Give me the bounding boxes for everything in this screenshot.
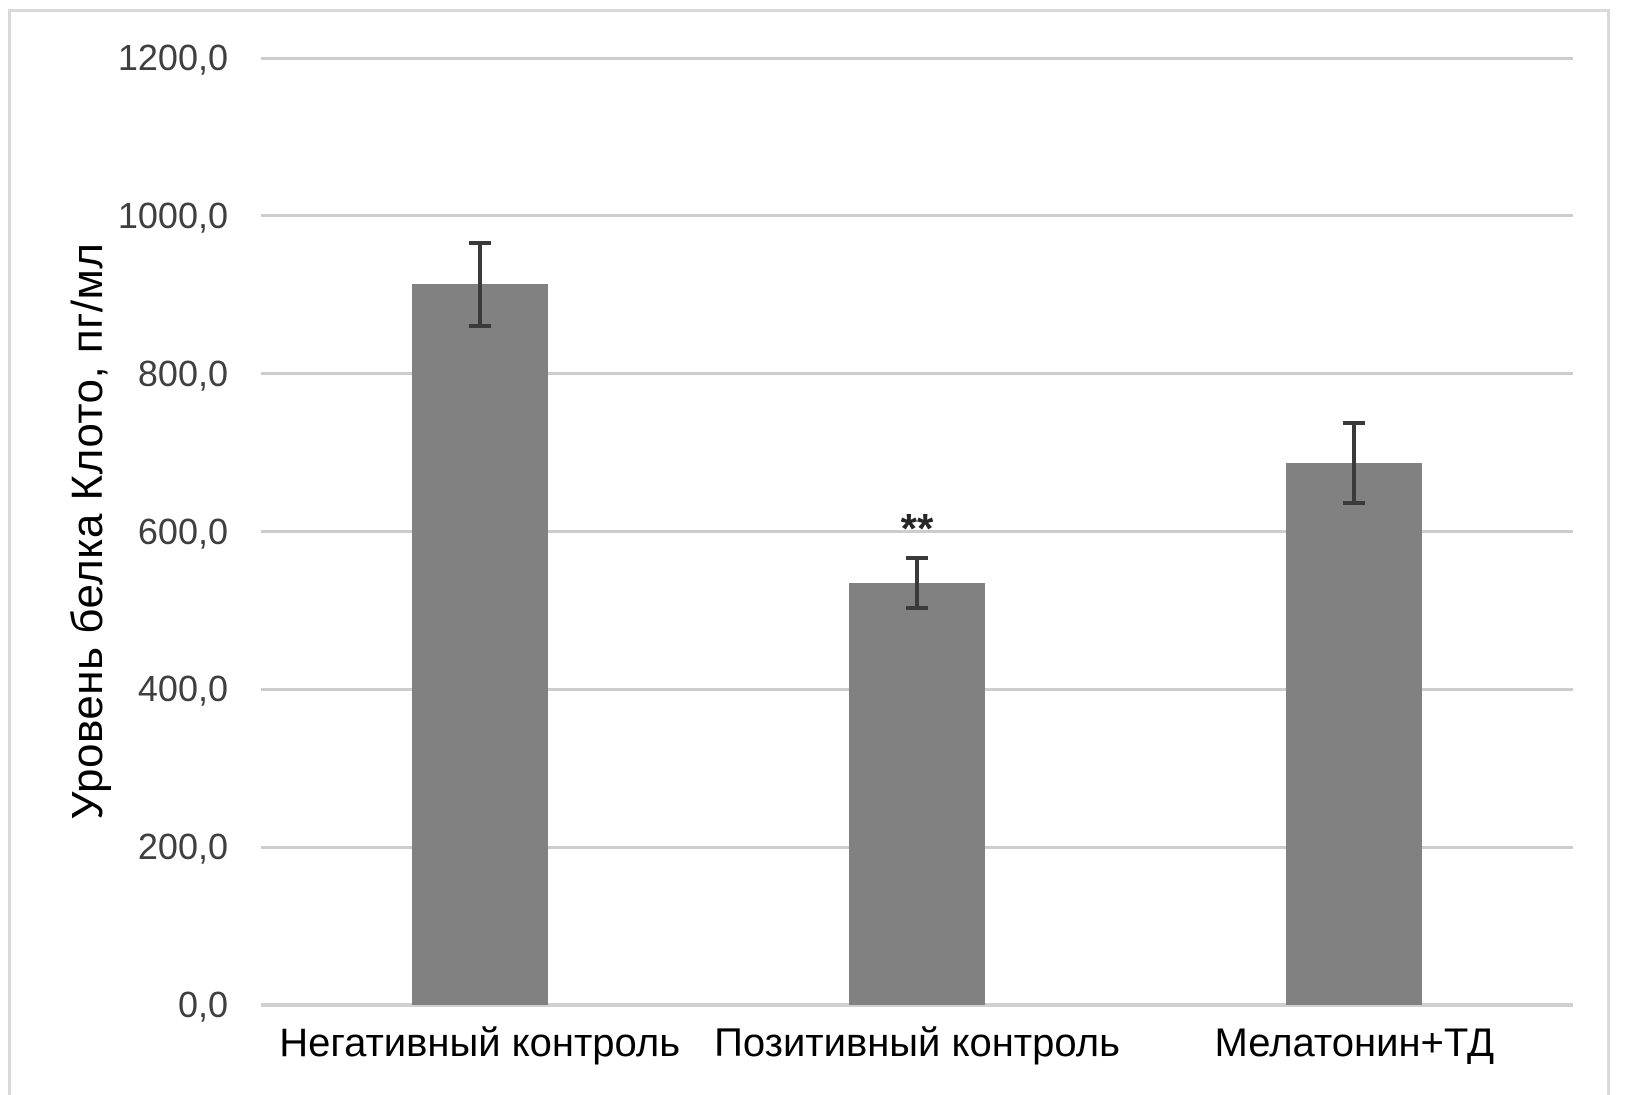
bar [849,582,985,1005]
y-tick-label: 200,0 [137,826,228,868]
error-bar [477,243,482,326]
error-bar-cap [906,555,928,560]
significance-annotation: ** [900,504,934,552]
y-tick-label: 0,0 [177,984,228,1025]
error-bar-cap [468,323,491,328]
bar [411,284,548,1005]
category-label: Мелатонин+ТД [1214,1021,1495,1065]
error-bar-cap [906,606,928,611]
y-tick-label: 400,0 [137,668,228,710]
gridline [261,530,1573,533]
category-label: Негативный контроль [279,1021,681,1065]
error-bar-cap [1343,420,1366,425]
gridline [261,214,1573,218]
chart-frame-border [8,9,1610,1095]
plot-area: ** [261,56,1573,1007]
error-bar [1352,422,1357,504]
error-bar [915,557,919,609]
y-tick-label: 1200,0 [117,37,228,78]
gridline [261,372,1573,376]
category-label: Позитивный контроль [714,1021,1120,1065]
y-tick-label: 600,0 [137,510,228,552]
x-axis-line [261,1003,1573,1007]
y-tick-label: 800,0 [137,352,228,394]
error-bar-cap [1343,501,1366,506]
error-bar-cap [468,241,491,246]
y-tick-label: 1000,0 [117,194,228,236]
gridline [261,56,1573,60]
bar [1286,462,1423,1005]
